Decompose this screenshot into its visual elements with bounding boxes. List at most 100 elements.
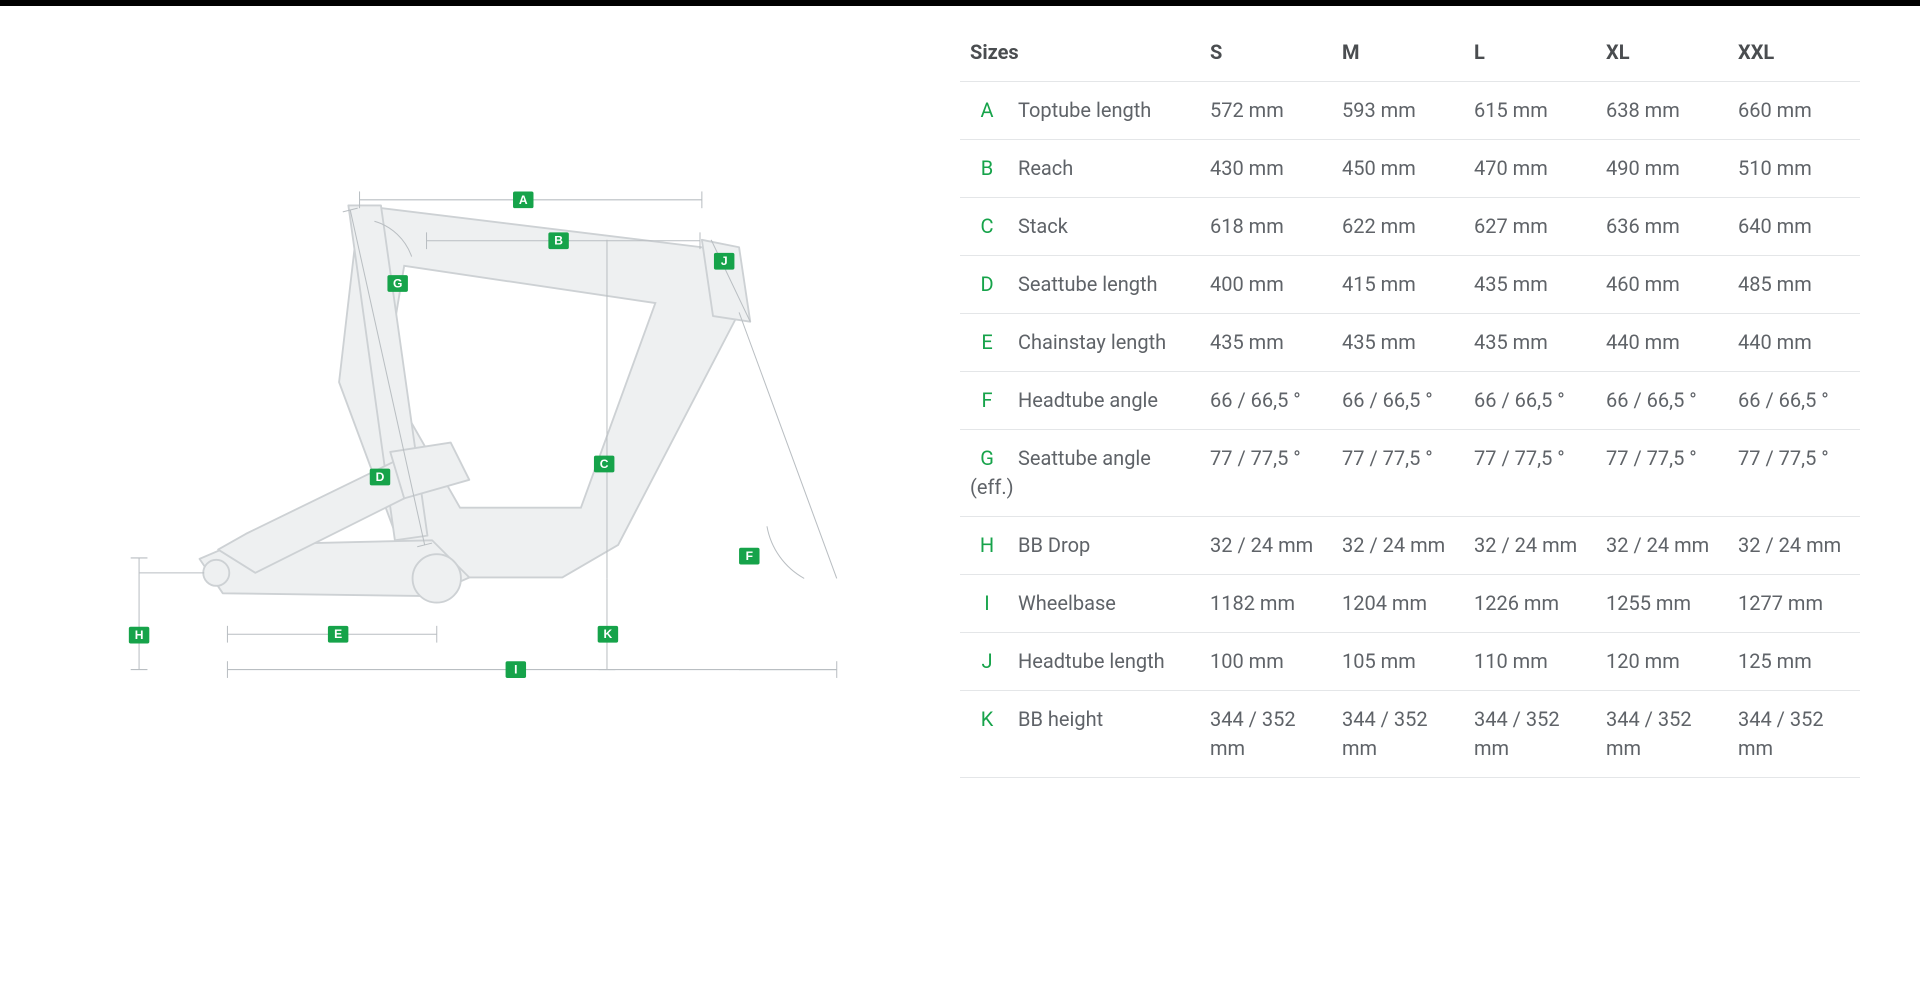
row-name: Wheelbase [1018,591,1116,615]
row-name: Reach [1018,156,1073,180]
table-row: BReach430 mm450 mm470 mm490 mm510 mm [960,140,1860,198]
row-label: EChainstay length [960,314,1200,372]
cell-value: 640 mm [1728,198,1860,256]
cell-value: 125 mm [1728,633,1860,691]
cell-value: 1255 mm [1596,575,1728,633]
cell-value: 435 mm [1332,314,1464,372]
table-row: JHeadtube length100 mm105 mm110 mm120 mm… [960,633,1860,691]
cell-value: 32 / 24 mm [1332,517,1464,575]
dim-badge-label: D [376,470,385,484]
row-label: B Reach [960,140,1200,198]
bike-frame-shape [200,205,751,602]
cell-value: 1204 mm [1332,575,1464,633]
cell-value: 66 / 66,5 ° [1200,372,1332,430]
cell-value: 660 mm [1728,82,1860,140]
diagram-panel: A B C D E F G H I J K [0,6,940,716]
table-row: FHeadtube angle66 / 66,5 °66 / 66,5 °66 … [960,372,1860,430]
cell-value: 400 mm [1200,256,1332,314]
cell-value: 572 mm [1200,82,1332,140]
cell-value: 615 mm [1464,82,1596,140]
cell-value: 510 mm [1728,140,1860,198]
row-key: I [970,589,1004,618]
row-label: I Wheelbase [960,575,1200,633]
row-key: G [970,444,1004,473]
table-row: EChainstay length435 mm435 mm435 mm440 m… [960,314,1860,372]
row-label: K BB height [960,691,1200,778]
cell-value: 32 / 24 mm [1596,517,1728,575]
row-key: K [970,705,1004,734]
cell-value: 490 mm [1596,140,1728,198]
geometry-table: Sizes S M L XL XXL AToptube length572 mm… [960,24,1860,778]
table-row: D Seattube length 400 mm415 mm435 mm460 mm… [960,256,1860,314]
table-row: HBB Drop32 / 24 mm32 / 24 mm32 / 24 mm32… [960,517,1860,575]
row-name: Toptube length [1018,98,1151,122]
dim-badge-label: K [604,627,613,641]
row-name: Headtube length [1018,649,1165,673]
cell-value: 627 mm [1464,198,1596,256]
dim-badge-label: A [519,193,528,207]
cell-value: 32 / 24 mm [1200,517,1332,575]
cell-value: 344 / 352 mm [1332,691,1464,778]
cell-value: 120 mm [1596,633,1728,691]
row-name: Stack [1018,214,1068,238]
cell-value: 66 / 66,5 ° [1464,372,1596,430]
cell-value: 415 mm [1332,256,1464,314]
row-name: BB height [1018,707,1103,731]
row-label: GSeattube angle (eff.) [960,430,1200,517]
dim-badge-label: G [393,277,402,291]
cell-value: 77 / 77,5 ° [1596,430,1728,517]
cell-value: 105 mm [1332,633,1464,691]
cell-value: 435 mm [1464,314,1596,372]
row-key: B [970,154,1004,183]
cell-value: 638 mm [1596,82,1728,140]
cell-value: 440 mm [1728,314,1860,372]
header-size-xl: XL [1596,24,1728,82]
row-label: C Stack [960,198,1200,256]
row-name: Seattube length [1018,272,1158,296]
cell-value: 77 / 77,5 ° [1464,430,1596,517]
cell-value: 435 mm [1200,314,1332,372]
cell-value: 450 mm [1332,140,1464,198]
cell-value: 32 / 24 mm [1728,517,1860,575]
dim-badge-label: J [721,254,728,268]
cell-value: 435 mm [1464,256,1596,314]
dim-badge-label: I [514,663,517,677]
cell-value: 77 / 77,5 ° [1728,430,1860,517]
row-key: E [970,328,1004,357]
row-key: C [970,212,1004,241]
cell-value: 77 / 77,5 ° [1332,430,1464,517]
cell-value: 636 mm [1596,198,1728,256]
content-wrap: ABCDEFGHIJK Sizes S M L XL XXL AToptube … [0,6,1920,778]
cell-value: 344 / 352 mm [1200,691,1332,778]
geometry-table-panel: Sizes S M L XL XXL AToptube length572 mm… [940,6,1920,778]
table-row: AToptube length572 mm593 mm615 mm638 mm6… [960,82,1860,140]
cell-value: 344 / 352 mm [1464,691,1596,778]
table-row: KBB height344 / 352 mm344 / 352 mm344 / … [960,691,1860,778]
dim-badge-label: B [554,234,563,248]
row-key: J [970,647,1004,676]
cell-value: 618 mm [1200,198,1332,256]
cell-value: 1182 mm [1200,575,1332,633]
dim-badge-label: C [600,457,609,471]
row-label: J Headtube length [960,633,1200,691]
header-size-m: M [1332,24,1464,82]
row-name: BB Drop [1018,533,1090,557]
cell-value: 622 mm [1332,198,1464,256]
cell-value: 77 / 77,5 ° [1200,430,1332,517]
row-label: D Seattube length [960,256,1200,314]
cell-value: 485 mm [1728,256,1860,314]
row-key: D [970,270,1004,299]
cell-value: 1226 mm [1464,575,1596,633]
row-label: FHeadtube angle [960,372,1200,430]
cell-value: 66 / 66,5 ° [1332,372,1464,430]
row-label: AToptube length [960,82,1200,140]
dim-badge-label: F [746,549,753,563]
dim-badge-label: E [334,627,342,641]
cell-value: 460 mm [1596,256,1728,314]
dim-badge-label: H [135,628,144,642]
cell-value: 66 / 66,5 ° [1596,372,1728,430]
frame-geometry-diagram: A B C D E F G H I J K [60,24,860,712]
cell-value: 440 mm [1596,314,1728,372]
table-row: GSeattube angle (eff.)77 / 77,5 °77 / 77… [960,430,1860,517]
row-label: HBB Drop [960,517,1200,575]
